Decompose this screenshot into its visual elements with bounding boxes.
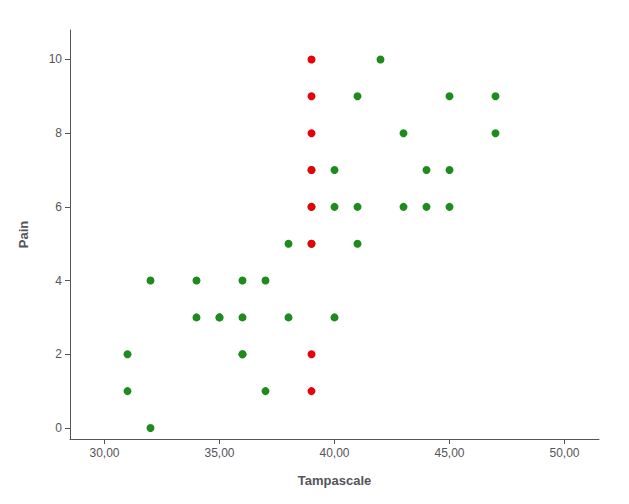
svg-text:35,00: 35,00	[204, 446, 234, 460]
svg-text:30,00: 30,00	[89, 446, 119, 460]
svg-text:0: 0	[55, 421, 62, 435]
svg-text:Tampascale: Tampascale	[298, 473, 371, 488]
svg-text:45,00: 45,00	[434, 446, 464, 460]
svg-text:2: 2	[55, 347, 62, 361]
svg-text:40,00: 40,00	[319, 446, 349, 460]
svg-text:6: 6	[55, 200, 62, 214]
svg-text:Pain: Pain	[16, 221, 31, 249]
svg-text:8: 8	[55, 126, 62, 140]
svg-text:50,00: 50,00	[549, 446, 579, 460]
svg-text:4: 4	[55, 274, 62, 288]
svg-text:10: 10	[49, 52, 63, 66]
